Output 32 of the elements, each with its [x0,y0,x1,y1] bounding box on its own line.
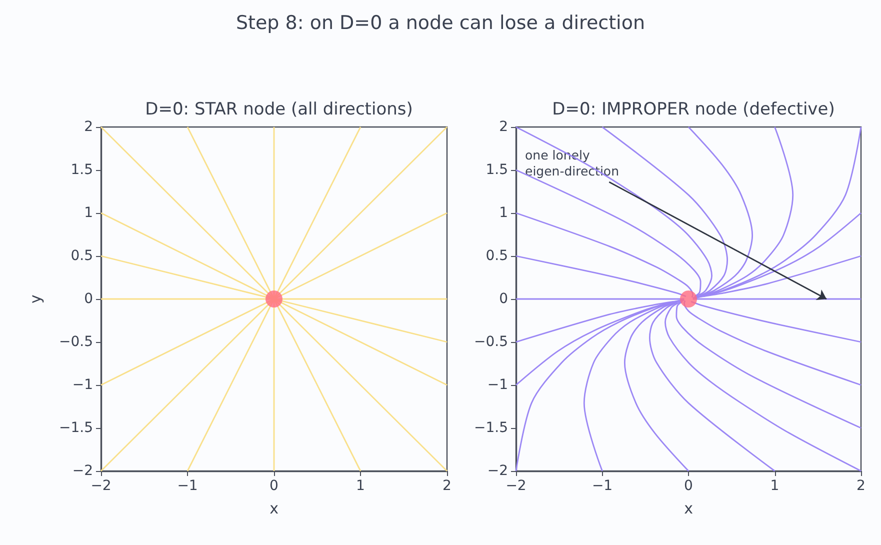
x-axis-title: x [684,500,694,518]
y-tick-label: −0.5 [59,334,93,350]
x-tick-label: 0 [270,478,278,494]
x-tick-label: −1 [592,478,613,494]
y-tick-label: 0 [499,291,508,307]
y-tick-label: 1 [84,205,93,221]
y-tick-label: −1 [72,377,93,393]
y-tick-label: 0.5 [70,248,93,264]
x-tick-label: 2 [856,478,866,494]
x-tick-label: 1 [770,478,780,494]
y-tick-label: −2 [487,463,508,479]
y-tick-label: 0.5 [486,248,508,264]
y-tick-label: 1.5 [486,162,508,178]
y-tick-label: 2 [499,119,508,135]
y-tick-label: −1.5 [59,420,93,436]
x-tick-label: 0 [684,478,693,494]
y-tick-label: 1.5 [70,162,93,178]
x-tick-label: 1 [356,478,365,494]
chart-title: D=0: IMPROPER node (defective) [552,100,835,120]
chart-title: Step 8: on D=0 a node can lose a direction [234,12,646,34]
y-tick-label: 0 [84,291,93,307]
y-tick-label: 2 [84,119,93,135]
y-tick-label: −1 [487,377,508,393]
y-tick-label: −1.5 [474,420,508,436]
x-axis-title: x [270,500,279,518]
y-axis-title: y [26,294,44,304]
y-tick-label: 1 [499,205,508,221]
x-tick-label: −1 [177,478,198,494]
y-tick-label: −2 [72,463,93,479]
x-tick-label: 2 [442,478,452,494]
chart-subtitle: D=0: STAR node (all directions) [145,100,413,120]
y-tick-label: −0.5 [474,334,508,350]
